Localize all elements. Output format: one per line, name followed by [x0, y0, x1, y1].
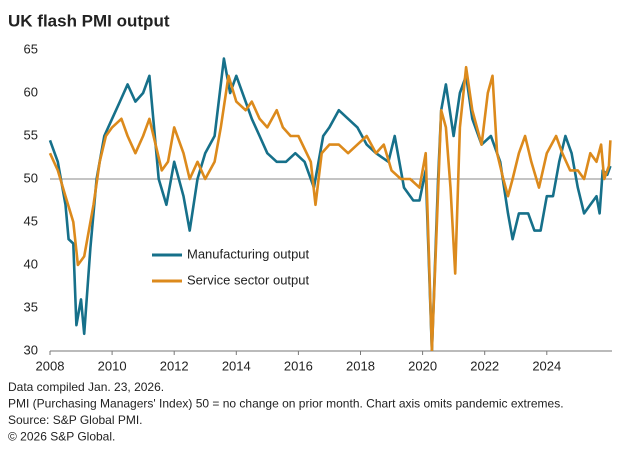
y-tick-label: 35	[24, 299, 38, 314]
y-tick-label: 50	[24, 170, 38, 185]
y-tick-label: 55	[24, 127, 38, 142]
chart-title: UK flash PMI output	[8, 11, 170, 30]
x-tick-label: 2020	[408, 358, 437, 373]
y-tick-label: 60	[24, 84, 38, 99]
x-tick-label: 2016	[284, 358, 313, 373]
legend-label: Service sector output	[187, 272, 310, 287]
y-tick-label: 45	[24, 213, 38, 228]
y-tick-label: 40	[24, 256, 38, 271]
footnote: PMI (Purchasing Managers' Index) 50 = no…	[8, 397, 564, 411]
x-tick-label: 2014	[222, 358, 251, 373]
series-line	[48, 65, 612, 351]
legend-label: Manufacturing output	[187, 246, 310, 261]
footnote: Source: S&P Global PMI.	[8, 413, 143, 427]
footnote: Data compiled Jan. 23, 2026.	[8, 380, 164, 394]
x-tick-label: 2012	[160, 358, 189, 373]
y-tick-label: 30	[24, 342, 38, 357]
x-tick-label: 2022	[470, 358, 499, 373]
series-line	[48, 57, 612, 351]
y-tick-label: 65	[24, 41, 38, 56]
x-tick-label: 2008	[36, 358, 65, 373]
x-tick-label: 2018	[346, 358, 375, 373]
footnote: © 2026 S&P Global.	[8, 430, 115, 444]
x-tick-label: 2024	[532, 358, 561, 373]
x-tick-label: 2010	[98, 358, 127, 373]
